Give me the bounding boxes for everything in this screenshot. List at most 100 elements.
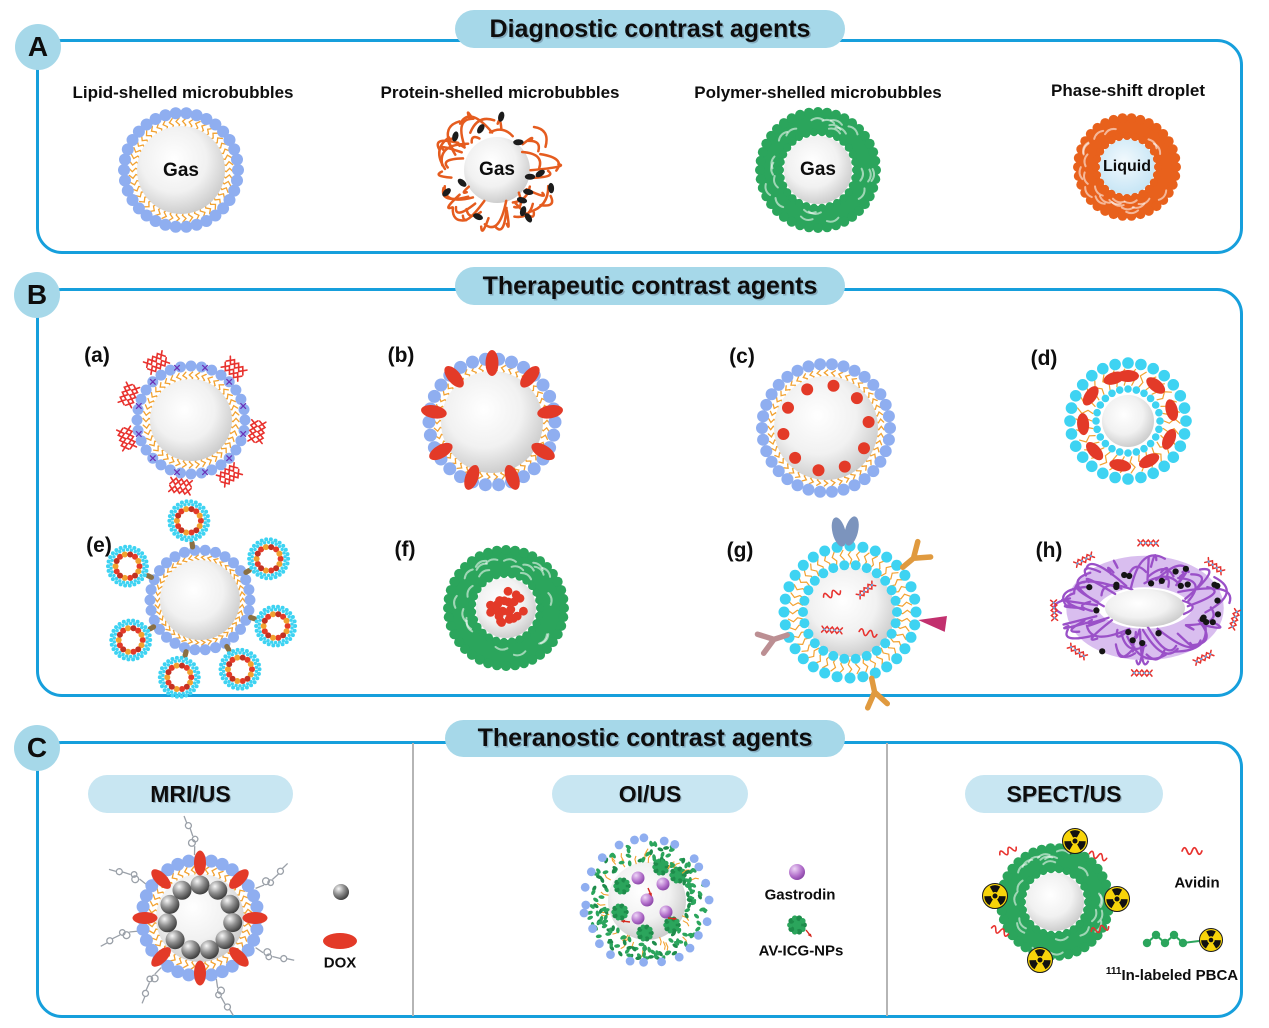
polymer-chain-icon <box>141 967 162 1004</box>
antibody-icon <box>899 538 934 571</box>
label-b-c: (c) <box>729 345 755 368</box>
legend-label-avidin: Avidin <box>1174 874 1220 892</box>
sparkle-icon <box>201 364 209 371</box>
release-arrow-icon <box>667 917 678 921</box>
dna-helix-icon <box>820 625 844 635</box>
oi-us-text: OI/US <box>618 780 682 807</box>
icg-nanoparticle-icon <box>613 877 631 895</box>
radiolabeled-polymer-microbubble-graphic <box>982 828 1130 973</box>
squiggle-icon <box>858 628 878 638</box>
antibody-icon <box>754 631 790 656</box>
dna-helix-icon <box>123 425 138 450</box>
liposome-icon <box>254 604 298 648</box>
dna-helix-icon <box>124 384 141 409</box>
panel-a-title: Diagnostic contrast agents <box>455 10 845 48</box>
squiggle-icon <box>822 589 842 599</box>
microbubble-with-gastrodin-and-icg-nanoparticles-graphic <box>579 833 714 967</box>
dna-helix-icon <box>1192 649 1215 666</box>
mri-us-text: MRI/US <box>150 780 231 807</box>
panel-b-badge: B <box>14 272 60 318</box>
label-b-e: (e) <box>86 534 112 557</box>
spect-us-text: SPECT/US <box>1006 780 1122 807</box>
panel-c-title-text: Theranostic contrast agents <box>477 724 813 752</box>
dna-helix-icon <box>1130 668 1153 678</box>
liposome-icon <box>157 655 201 699</box>
icg-nanoparticle-icon <box>669 866 687 884</box>
icg-nanoparticle-icon <box>611 903 629 921</box>
lipid-shelled-microbubble-graphic <box>118 107 244 233</box>
release-arrow-icon <box>620 919 631 923</box>
targeted-microbubble-with-antibodies-and-genes-graphic <box>754 516 947 711</box>
spect-legend-graphic <box>1142 846 1223 952</box>
panel-b-badge-letter: B <box>26 279 48 310</box>
dna-helix-icon <box>115 427 130 452</box>
sparkle-icon <box>226 455 233 462</box>
radiation-symbol-icon <box>1199 928 1223 952</box>
radiation-symbol-icon <box>1062 828 1088 854</box>
panel-b-title-text: Therapeutic contrast agents <box>482 271 818 300</box>
polymer-chain-icon <box>100 929 139 947</box>
double-layer-microbubble-with-drug-graphic <box>1064 357 1192 485</box>
panel-c-badge: C <box>14 725 60 771</box>
dox-drug-icon <box>323 933 357 949</box>
dna-helix-icon <box>1137 538 1160 548</box>
polymer-chain-icon <box>215 978 234 1017</box>
polymer-shelled-microbubble-graphic <box>755 107 881 233</box>
sparkle-icon <box>135 402 142 410</box>
microbubble-with-drug-in-shell-graphic <box>421 350 563 492</box>
label-b-f: (f) <box>394 538 416 561</box>
microbubble-with-iron-oxide-and-dox-graphic <box>100 815 295 1017</box>
sparkle-icon <box>173 364 181 371</box>
label-b-b: (b) <box>387 344 415 367</box>
sparkle-icon <box>240 430 247 438</box>
in111-superscript: 111 <box>1105 966 1122 977</box>
core-label-gas-2: Gas <box>479 159 515 180</box>
divider-mri-oi <box>412 743 414 1016</box>
panel-c-title: Theranostic contrast agents <box>445 720 845 757</box>
legend-label-in111-pbca: 111In-labeled PBCA <box>1106 966 1238 984</box>
label-b-d: (d) <box>1030 347 1058 370</box>
squiggle-icon <box>1181 846 1203 856</box>
label-phase-shift: Phase-shift droplet <box>1051 81 1205 100</box>
dna-helix-icon <box>1203 556 1226 576</box>
sparkle-icon <box>226 378 233 385</box>
legend-label-gastrodin: Gastrodin <box>764 886 836 904</box>
squiggle-icon <box>1088 850 1108 862</box>
antibody-icon <box>864 675 891 711</box>
dna-helix-icon <box>855 580 877 600</box>
dna-helix-icon <box>1066 642 1089 661</box>
dna-helix-icon <box>225 355 248 376</box>
squiggle-icon <box>1090 924 1110 934</box>
protein-torus-with-nucleic-acids-graphic <box>1049 538 1242 678</box>
panel-a-badge: A <box>15 24 61 70</box>
protein-dimer-icon <box>831 516 859 547</box>
modality-pill-mri-us: MRI/US <box>88 775 293 813</box>
sparkle-icon <box>135 430 142 438</box>
dna-helix-icon <box>1049 599 1059 622</box>
panel-c-badge-letter: C <box>26 732 48 763</box>
label-protein-shelled: Protein-shelled microbubbles <box>380 83 620 102</box>
phase-shift-droplet-graphic <box>1073 113 1181 221</box>
liposome-icon <box>167 499 211 543</box>
polymer-chain-icon <box>108 868 148 886</box>
label-b-h: (h) <box>1035 539 1063 562</box>
dna-helix-icon <box>142 350 167 369</box>
liposome-icon <box>106 544 149 588</box>
liposome-icon <box>247 537 291 581</box>
dna-helix-icon <box>117 381 133 406</box>
dna-helix-icon <box>255 420 267 445</box>
sparkle-icon <box>149 455 156 462</box>
release-arrow-icon <box>805 929 812 938</box>
sparkle-icon <box>201 469 209 476</box>
legend-label-av-icg-nps: AV-ICG-NPs <box>758 942 844 960</box>
polymer-chain-icon <box>183 815 199 856</box>
protein-shelled-microbubble-graphic <box>436 111 563 232</box>
sparkle-icon <box>240 402 247 410</box>
core-label-gas-1: Gas <box>163 160 199 181</box>
iron-oxide-nanoparticle-icon <box>333 884 349 900</box>
label-lipid-shelled: Lipid-shelled microbubbles <box>72 83 294 102</box>
core-label-gas-3: Gas <box>800 159 836 180</box>
microbubble-with-surface-nucleic-acids-graphic <box>115 350 267 496</box>
